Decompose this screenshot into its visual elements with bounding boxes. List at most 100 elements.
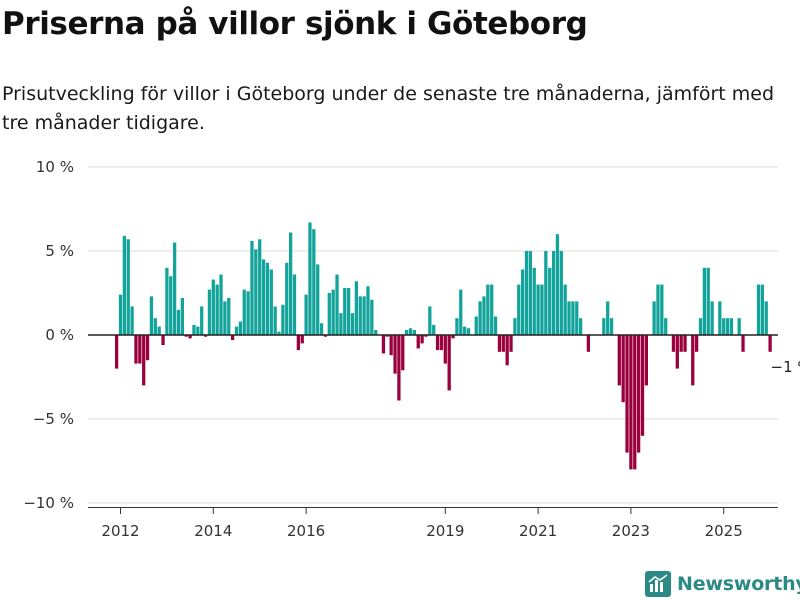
bar (176, 309, 181, 335)
bar (408, 328, 413, 335)
bar (702, 267, 706, 335)
bar (737, 318, 741, 335)
bar (339, 313, 343, 335)
bar (304, 294, 308, 335)
bar (567, 301, 571, 335)
bar (165, 267, 169, 335)
x-tick-label: 2014 (194, 522, 232, 540)
bar (521, 269, 525, 335)
bar (211, 279, 215, 335)
bar (540, 284, 544, 335)
bar (184, 335, 188, 337)
bar (633, 335, 637, 470)
bar (331, 289, 335, 335)
bar (517, 284, 521, 335)
bar (161, 335, 165, 346)
bar (273, 306, 277, 335)
bar (420, 335, 424, 344)
bar (474, 316, 478, 335)
bar (122, 235, 126, 335)
bar (679, 335, 683, 352)
bar (629, 335, 633, 470)
bar (443, 335, 447, 364)
bar (285, 262, 289, 335)
bar (664, 318, 668, 335)
last-value-label: −1 % (771, 358, 800, 376)
bar (223, 301, 227, 335)
bar (548, 267, 552, 335)
x-axis: 2012 2014 2016 2019 2021 2023 2025 (88, 507, 778, 540)
bar (675, 335, 679, 369)
y-tick-label: 10 % (36, 158, 74, 176)
bar (130, 306, 134, 335)
bar (555, 234, 560, 335)
bar (524, 251, 529, 335)
bar (254, 249, 258, 335)
bar (350, 313, 355, 335)
bar (385, 335, 389, 337)
bar (435, 335, 440, 351)
chart-subtitle: Prisutveckling för villor i Göteborg und… (2, 83, 775, 134)
y-tick-label: −5 % (33, 410, 74, 428)
bar (432, 324, 436, 335)
bar (760, 284, 764, 335)
bar (656, 284, 660, 335)
x-tick-label: 2021 (519, 522, 557, 540)
bar (501, 335, 505, 352)
bar (327, 293, 331, 335)
bar (401, 335, 405, 371)
bar (347, 287, 351, 335)
bar (617, 335, 621, 386)
bar (490, 284, 494, 335)
bar (246, 291, 250, 335)
bar (544, 251, 548, 335)
bar (536, 284, 540, 335)
bar (149, 296, 154, 335)
x-tick-label: 2019 (426, 522, 464, 540)
bar (238, 321, 242, 335)
bar (312, 229, 316, 335)
bar (493, 316, 498, 335)
bar (424, 335, 428, 337)
bar (196, 326, 200, 335)
bar (416, 335, 420, 349)
bar (602, 318, 606, 335)
bar (207, 289, 212, 335)
bar (571, 301, 575, 335)
bar (215, 284, 219, 335)
bar (258, 239, 262, 335)
bar (706, 267, 710, 335)
x-tick-label: 2025 (705, 522, 743, 540)
bar (157, 326, 161, 335)
bar (455, 318, 459, 335)
bar (729, 318, 734, 335)
bar (397, 335, 401, 401)
bar (366, 286, 370, 335)
x-tick-label: 2023 (612, 522, 650, 540)
bar (126, 239, 130, 335)
bar (200, 306, 204, 335)
chart-title: Priserna på villor sjönk i Göteborg (2, 6, 588, 42)
bar (509, 335, 513, 352)
bar (192, 324, 196, 335)
bar (300, 335, 304, 344)
bar (586, 335, 590, 352)
bar (358, 296, 362, 335)
bar (277, 331, 281, 335)
bar (389, 335, 393, 356)
bar (138, 335, 142, 364)
y-tick-label: −10 % (23, 494, 74, 512)
bar (142, 335, 146, 386)
bar (575, 301, 579, 335)
bar (292, 274, 297, 335)
bar (134, 335, 138, 364)
bar (242, 289, 246, 335)
bar (381, 335, 386, 354)
bar (231, 335, 235, 341)
bar (621, 335, 625, 403)
bar (652, 301, 656, 335)
bar (261, 259, 266, 335)
bar (308, 222, 312, 335)
bar (725, 318, 730, 335)
bar (513, 318, 517, 335)
